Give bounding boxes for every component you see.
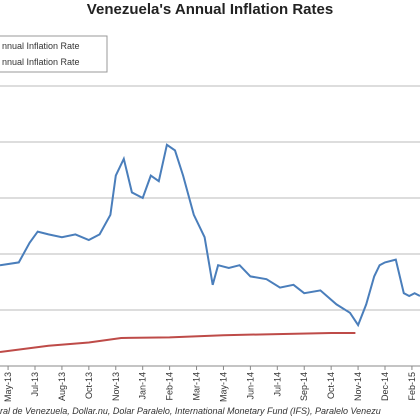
series-line [0,143,420,328]
x-tick-label: Feb-14 [165,372,175,401]
x-tick-label: Jan-14 [138,372,148,400]
chart-title: Venezuela's Annual Inflation Rates [87,1,333,18]
x-tick-label: Feb-15 [407,372,417,401]
legend [0,35,108,73]
legend-label: nnual Inflation Rate [2,41,80,51]
x-tick-label: Jul-14 [272,372,282,397]
x-tick-label: Nov-13 [111,372,121,401]
legend-label: nnual Inflation Rate [2,57,80,67]
source: ral de Venezuela, Dollar.nu, Dolar Paral… [0,406,381,416]
series-line [0,332,356,353]
x-tick-label: Oct-13 [84,372,94,399]
x-tick-label: Jun-14 [245,372,255,400]
x-tick-label: Oct-14 [326,372,336,399]
x-tick-label: Jul-13 [30,372,40,397]
x-tick-label: Nov-14 [353,372,363,401]
x-tick-label: May-14 [218,372,228,402]
x-tick-label: Dec-14 [380,372,390,401]
x-tick-label: Aug-13 [57,372,67,401]
x-tick-label: Sep-14 [299,372,309,401]
x-tick-label: May-13 [3,372,13,402]
x-tick-label: Mar-14 [192,372,202,401]
